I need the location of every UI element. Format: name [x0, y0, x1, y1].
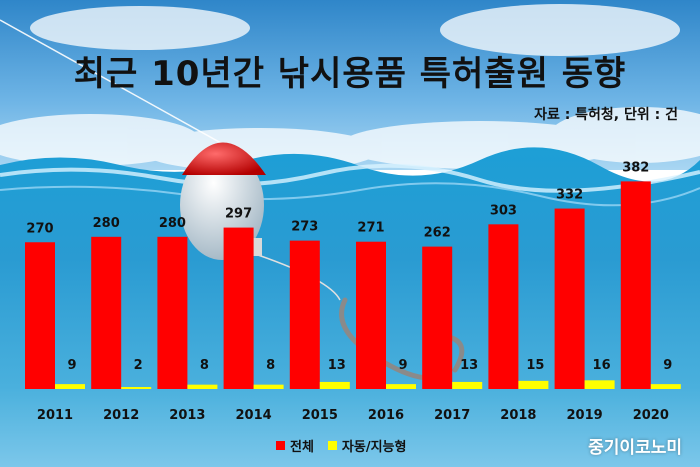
value-label-total-2019: 332	[556, 188, 583, 203]
x-tick-label-2014: 2014	[236, 408, 272, 423]
bar-total-2015	[289, 240, 320, 389]
bar-total-2014	[223, 227, 254, 389]
value-label-auto-2012: 2	[134, 358, 143, 373]
value-label-total-2015: 273	[291, 220, 318, 235]
legend-swatch-total	[276, 440, 285, 450]
x-tick-label-2012: 2012	[103, 408, 139, 423]
bar-total-2013	[157, 236, 188, 389]
bar-auto-2014	[253, 384, 284, 389]
legend-label-auto: 자동/지능형	[341, 439, 407, 455]
bar-auto-2020	[650, 384, 681, 389]
value-label-auto-2015: 13	[328, 358, 346, 373]
bar-auto-2019	[584, 380, 615, 389]
value-label-auto-2011: 9	[67, 358, 76, 373]
x-tick-label-2013: 2013	[169, 408, 205, 423]
source-note: 자료 : 특허청, 단위 : 건	[534, 107, 678, 123]
bar-auto-2015	[319, 381, 350, 389]
value-label-total-2014: 297	[225, 207, 252, 222]
legend-label-total: 전체	[290, 439, 314, 455]
x-tick-label-2011: 2011	[37, 408, 73, 423]
x-tick-label-2020: 2020	[633, 408, 669, 423]
bar-total-2019	[554, 208, 585, 389]
bar-auto-2016	[386, 384, 416, 389]
x-tick-label-2015: 2015	[302, 408, 338, 423]
bar-total-2020	[620, 181, 651, 389]
bar-total-2017	[422, 246, 453, 389]
value-label-total-2020: 382	[622, 160, 649, 175]
value-label-auto-2014: 8	[266, 358, 275, 373]
brand-logo-text: 중기이코노미	[588, 438, 682, 458]
value-label-auto-2020: 9	[663, 358, 672, 373]
bar-auto-2018	[518, 380, 549, 389]
chart-title: 최근 10년간 낚시용품 특허출원 동향	[73, 54, 627, 94]
bar-auto-2011	[55, 384, 85, 389]
value-label-auto-2016: 9	[398, 358, 407, 373]
bar-auto-2012	[121, 387, 152, 389]
bar-total-2016	[356, 241, 386, 389]
x-tick-label-2016: 2016	[368, 408, 404, 423]
value-label-total-2011: 270	[26, 221, 53, 236]
legend: 전체 자동/지능형	[276, 436, 420, 455]
bar-total-2011	[25, 242, 55, 389]
bar-total-2012	[91, 236, 122, 389]
value-label-auto-2019: 16	[593, 358, 611, 373]
value-label-total-2018: 303	[490, 203, 517, 218]
legend-swatch-auto	[327, 440, 337, 450]
legend-item-total: 전체	[276, 436, 314, 455]
value-label-total-2012: 280	[93, 216, 120, 231]
value-label-auto-2017: 13	[460, 358, 478, 373]
value-label-auto-2018: 15	[526, 358, 544, 373]
value-label-total-2013: 280	[159, 216, 186, 231]
value-label-total-2017: 262	[424, 226, 451, 241]
x-tick-label-2018: 2018	[500, 408, 536, 423]
plot-area: 270 9 2011 280 2 2012 280 8 2013 297 8 2014 273 13 201…	[25, 160, 681, 423]
x-tick-label-2019: 2019	[567, 408, 603, 423]
bar-auto-2013	[187, 384, 218, 389]
bar-auto-2017	[452, 381, 483, 389]
bar-total-2018	[488, 224, 519, 389]
x-tick-label-2017: 2017	[434, 408, 470, 423]
value-label-total-2016: 271	[357, 221, 384, 236]
value-label-auto-2013: 8	[200, 358, 209, 373]
legend-item-auto: 자동/지능형	[327, 436, 407, 455]
